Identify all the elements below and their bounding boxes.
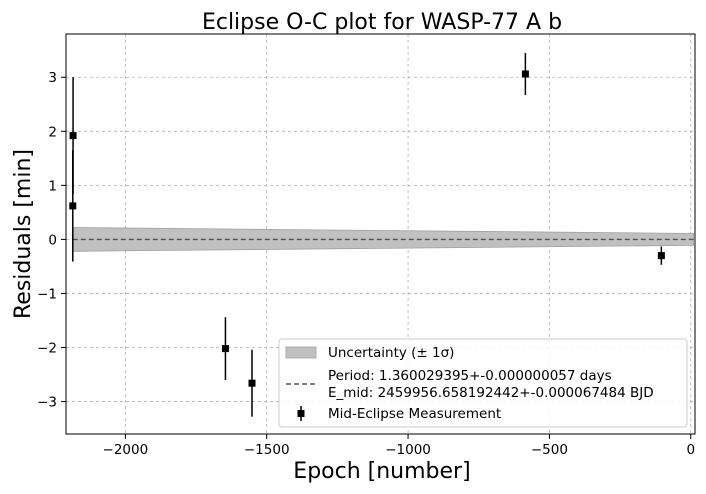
data-point — [248, 379, 256, 387]
y-axis-label: Residuals [min] — [11, 149, 36, 319]
y-tick-label: −2 — [37, 341, 57, 357]
data-point — [657, 252, 665, 260]
x-axis-label: Epoch [number] — [293, 459, 470, 484]
y-tick-label: 1 — [48, 178, 57, 194]
legend-band-swatch — [285, 346, 317, 359]
x-tick-label: −1500 — [244, 442, 290, 458]
data-point — [69, 202, 77, 210]
plot-frame — [65, 33, 696, 435]
x-tick-label: 0 — [686, 442, 695, 458]
uncertainty-band-layer — [72, 227, 694, 252]
legend-label-emid: E_mid: 2459956.658192442+-0.000067484 BJ… — [328, 385, 654, 401]
y-tick-label: 0 — [48, 232, 57, 248]
data-point — [521, 70, 529, 78]
x-axis-ticks: −2000 −1500 −1000 −500 0 — [103, 434, 695, 458]
data-point — [69, 132, 77, 140]
legend-label-period: Period: 1.360029395+-0.000000057 days — [328, 368, 612, 384]
data-point — [221, 345, 229, 353]
y-tick-label: −3 — [37, 395, 57, 411]
y-tick-label: −1 — [37, 286, 57, 302]
uncertainty-band — [72, 227, 694, 252]
y-axis-ticks: −3 −2 −1 0 1 2 3 — [37, 70, 66, 411]
measurements-layer — [69, 52, 665, 417]
chart-title: Eclipse O-C plot for WASP-77 A b — [202, 10, 562, 35]
x-tick-label: −2000 — [103, 442, 149, 458]
x-tick-label: −500 — [531, 442, 568, 458]
y-tick-label: 3 — [48, 70, 57, 86]
x-tick-label: −1000 — [385, 442, 431, 458]
legend-box — [278, 338, 688, 428]
legend-label-uncertainty: Uncertainty (± 1σ) — [328, 345, 454, 361]
y-tick-label: 2 — [48, 124, 57, 140]
legend-label-measurement: Mid-Eclipse Measurement — [328, 406, 501, 422]
legend: Uncertainty (± 1σ) Period: 1.360029395+-… — [278, 338, 688, 428]
legend-marker-swatch — [297, 410, 305, 417]
